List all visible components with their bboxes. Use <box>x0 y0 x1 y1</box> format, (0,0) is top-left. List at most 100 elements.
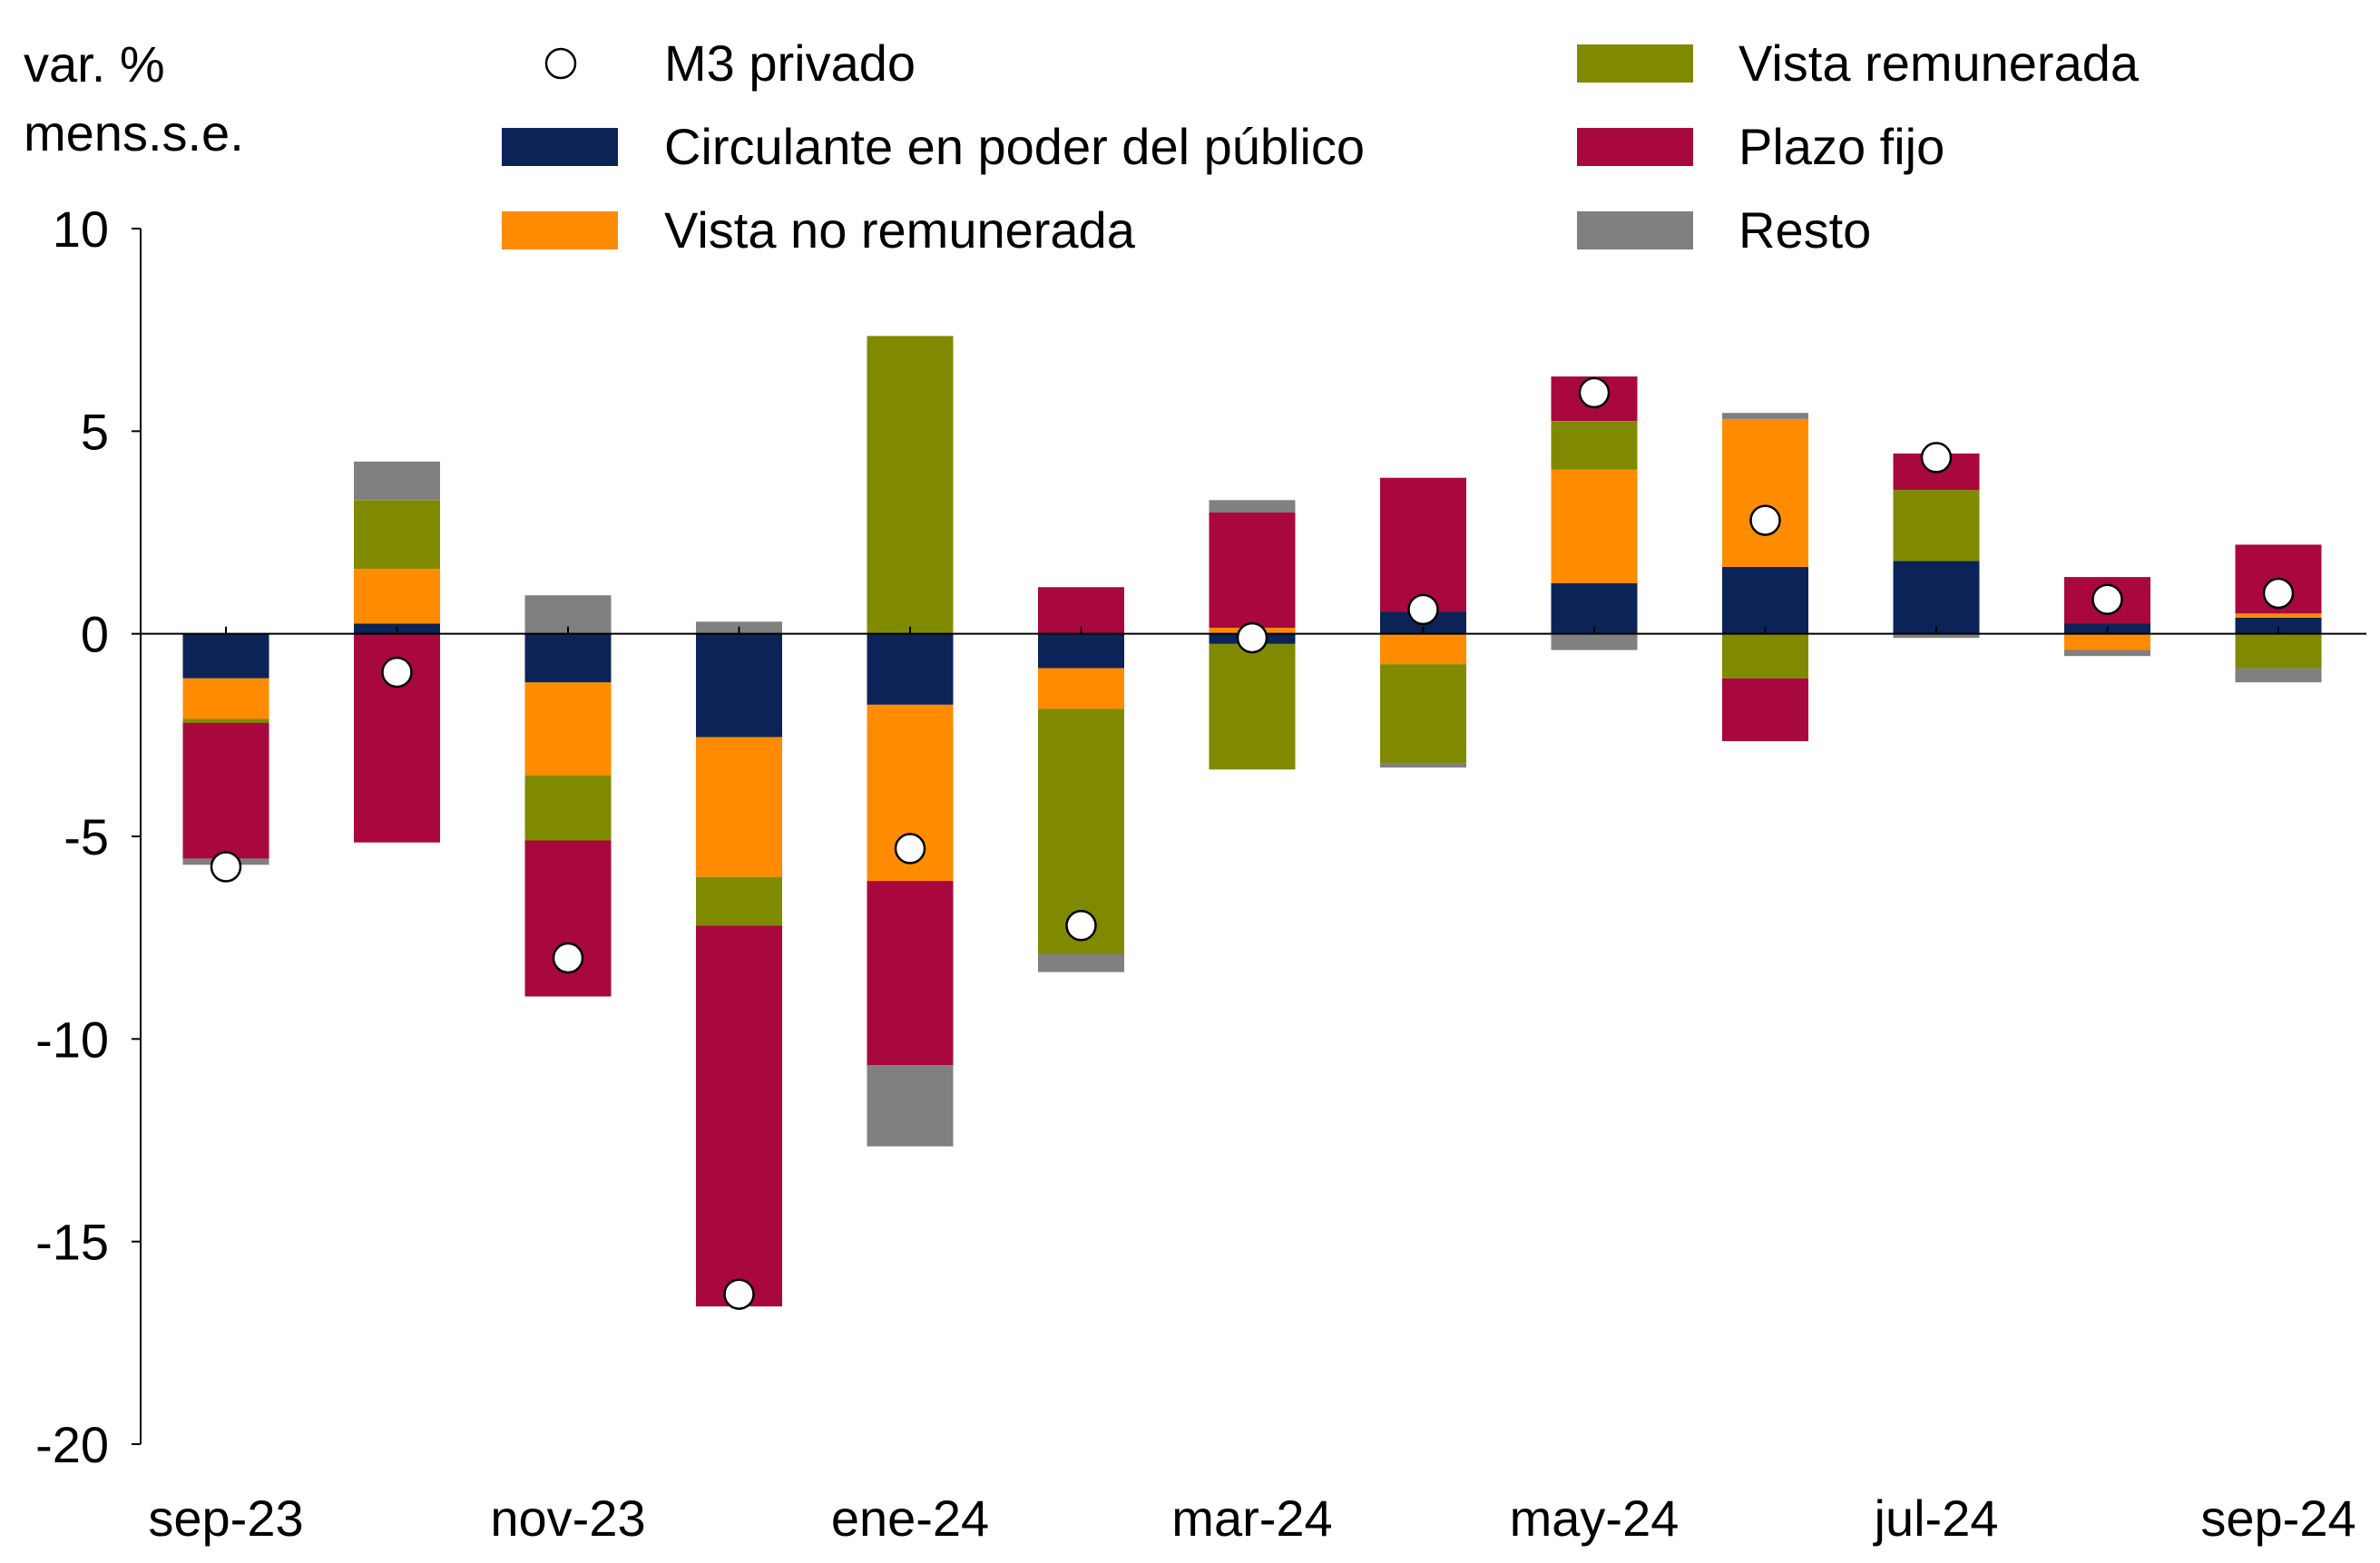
bar-circulante-en-poder-del-publico-nov-23 <box>524 633 612 683</box>
legend-label: Plazo fijo <box>1738 118 1944 175</box>
bar-vista-remunerada-jun-24 <box>1722 633 1808 679</box>
bar-resto-feb-24 <box>1038 953 1124 972</box>
y-tick-label: 0 <box>81 606 109 663</box>
x-tick-label: sep-23 <box>148 1490 303 1547</box>
legend-entry-circulante-en-poder-del-publico: Circulante en poder del público <box>502 118 1365 175</box>
bar-circulante-en-poder-del-publico-may-24 <box>1551 582 1638 634</box>
marker-m3-privado-feb-24 <box>1065 910 1097 942</box>
bar-resto-ago-24 <box>2064 650 2150 657</box>
legend-swatch <box>502 211 618 249</box>
bars <box>182 336 2322 1307</box>
y-axis-label-line: mens.s.e. <box>24 104 244 161</box>
marker-m3-privado-ene-24 <box>894 833 926 865</box>
bar-vista-no-remunerada-jun-24 <box>1722 418 1808 567</box>
bar-vista-remunerada-may-24 <box>1551 421 1638 470</box>
bar-resto-ene-24 <box>867 1065 954 1147</box>
bar-vista-no-remunerada-nov-23 <box>524 682 612 776</box>
y-axis-label-line: var. % <box>24 35 165 93</box>
bar-vista-no-remunerada-oct-23 <box>354 569 440 624</box>
marker-m3-privado-nov-23 <box>552 942 584 974</box>
x-tick-label: nov-23 <box>490 1490 645 1547</box>
bar-circulante-en-poder-del-publico-jun-24 <box>1722 567 1808 634</box>
bar-resto-abr-24 <box>1380 763 1466 768</box>
legend-label: Resto <box>1738 201 1871 259</box>
bar-resto-jul-24 <box>1893 633 1980 639</box>
x-tick-label: mar-24 <box>1171 1490 1332 1547</box>
bar-plazo-fijo-mar-24 <box>1209 512 1296 628</box>
y-tick-label: -15 <box>35 1214 109 1271</box>
marker-m3-privado-dic-23 <box>723 1278 755 1310</box>
bar-circulante-en-poder-del-publico-feb-24 <box>1038 633 1124 669</box>
bar-plazo-fijo-dic-23 <box>696 925 782 1307</box>
marker-m3-privado-ago-24 <box>2091 583 2123 615</box>
legend-entry-m3-privado: M3 privado <box>544 34 916 92</box>
marker-m3-privado-may-24 <box>1578 376 1611 409</box>
bar-vista-remunerada-jul-24 <box>1893 490 1980 562</box>
bar-vista-no-remunerada-dic-23 <box>696 737 782 877</box>
marker-m3-privado-jun-24 <box>1749 504 1781 536</box>
bar-circulante-en-poder-del-publico-jul-24 <box>1893 561 1980 634</box>
y-tick-label: -20 <box>35 1416 109 1473</box>
legend: M3 privado Circulante en poder del públic… <box>502 34 2140 259</box>
y-tick-label: 5 <box>81 403 109 460</box>
legend-swatch-marker <box>544 47 577 80</box>
marker-m3-privado-mar-24 <box>1236 621 1268 654</box>
y-tick-label: 10 <box>53 200 109 258</box>
bar-resto-may-24 <box>1551 633 1638 650</box>
axes: 10 5 0 -5 -10 -15 -20 sep-23 nov-23 ene-24 mar-24 m… <box>35 200 2366 1547</box>
marker-m3-privado-oct-23 <box>381 656 413 689</box>
marker-m3-privado-sep-24 <box>2262 577 2295 610</box>
bar-circulante-en-poder-del-publico-sep-23 <box>182 633 269 679</box>
bar-vista-no-remunerada-sep-24 <box>2235 613 2322 618</box>
legend-entry-resto: Resto <box>1577 201 1871 259</box>
legend-entry-vista-no-remunerada: Vista no remunerada <box>502 201 1136 259</box>
legend-swatch <box>1577 211 1693 249</box>
bar-vista-remunerada-sep-24 <box>2235 633 2322 669</box>
bar-plazo-fijo-abr-24 <box>1380 477 1466 612</box>
m3-privado-markers <box>210 376 2295 1310</box>
bar-plazo-fijo-jun-24 <box>1722 678 1808 741</box>
x-tick-label: ene-24 <box>831 1490 989 1547</box>
x-tick-label: sep-24 <box>2200 1490 2356 1547</box>
legend-entry-vista-remunerada: Vista remunerada <box>1577 34 2140 92</box>
legend-label: Circulante en poder del público <box>664 118 1365 175</box>
bar-plazo-fijo-feb-24 <box>1038 587 1124 634</box>
y-tick-label: -10 <box>35 1011 109 1068</box>
bar-vista-remunerada-nov-23 <box>524 776 612 841</box>
bar-circulante-en-poder-del-publico-sep-24 <box>2235 617 2322 634</box>
x-tick-label: may-24 <box>1510 1490 1680 1547</box>
bar-vista-remunerada-mar-24 <box>1209 643 1296 770</box>
legend-label: M3 privado <box>664 34 916 92</box>
bar-plazo-fijo-ene-24 <box>867 881 954 1066</box>
bar-resto-sep-24 <box>2235 668 2322 683</box>
legend-label: Vista no remunerada <box>664 201 1136 259</box>
bar-vista-remunerada-sep-23 <box>182 718 269 723</box>
bar-circulante-en-poder-del-publico-dic-23 <box>696 633 782 738</box>
bar-vista-remunerada-oct-23 <box>354 500 440 570</box>
bar-resto-oct-23 <box>354 461 440 501</box>
bar-vista-no-remunerada-may-24 <box>1551 469 1638 583</box>
bar-circulante-en-poder-del-publico-ene-24 <box>867 633 954 705</box>
legend-swatch <box>1577 128 1693 166</box>
bar-vista-remunerada-abr-24 <box>1380 664 1466 764</box>
marker-m3-privado-abr-24 <box>1407 593 1439 626</box>
legend-swatch <box>1577 44 1693 83</box>
bar-vista-remunerada-dic-23 <box>696 876 782 926</box>
marker-m3-privado-jul-24 <box>1920 442 1953 474</box>
x-tick-label: jul-24 <box>1873 1490 1999 1547</box>
bar-plazo-fijo-sep-23 <box>182 722 269 859</box>
bar-vista-no-remunerada-feb-24 <box>1038 668 1124 709</box>
y-axis-label: var. % mens.s.e. <box>24 35 244 161</box>
bar-resto-mar-24 <box>1209 500 1296 513</box>
bar-vista-no-remunerada-abr-24 <box>1380 633 1466 665</box>
bar-vista-remunerada-ene-24 <box>867 336 954 634</box>
legend-entry-plazo-fijo: Plazo fijo <box>1577 118 1944 175</box>
legend-swatch <box>502 128 618 166</box>
bar-vista-no-remunerada-ago-24 <box>2064 633 2150 650</box>
y-tick-label: -5 <box>64 808 109 865</box>
bar-vista-no-remunerada-sep-23 <box>182 678 269 719</box>
legend-label: Vista remunerada <box>1738 34 2140 92</box>
marker-m3-privado-sep-23 <box>210 851 242 883</box>
bar-resto-jun-24 <box>1722 413 1808 419</box>
